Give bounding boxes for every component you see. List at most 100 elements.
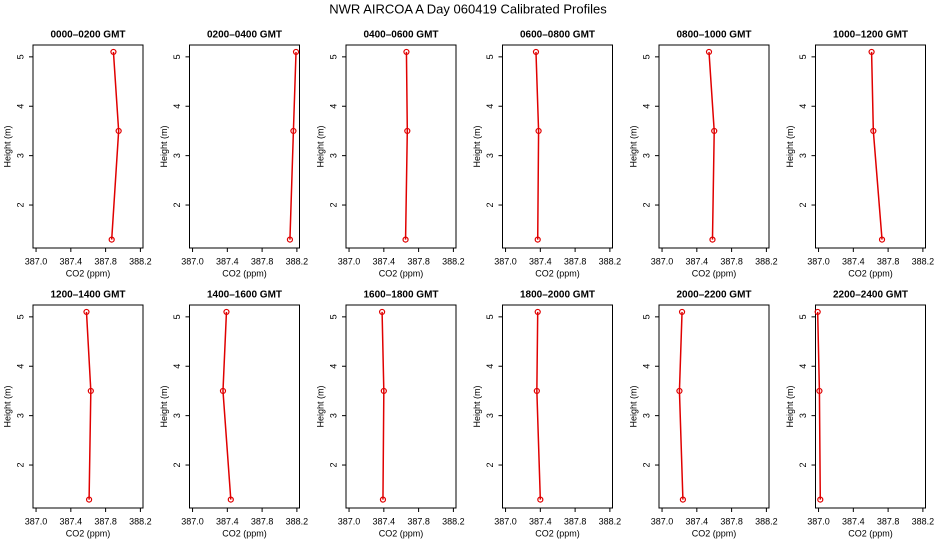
x-tick-label: 387.4 — [216, 516, 239, 526]
x-axis-label: CO2 (ppm) — [535, 268, 580, 278]
y-tick-label: 5 — [641, 54, 651, 59]
y-tick-label: 3 — [328, 153, 338, 158]
y-axis-label: Height (m) — [785, 385, 795, 427]
data-point — [378, 308, 386, 316]
y-tick-label: 2 — [328, 203, 338, 208]
y-tick-label: 5 — [798, 54, 808, 59]
x-tick-label: 387.8 — [877, 256, 900, 266]
y-axis-label: Height (m) — [628, 125, 638, 167]
x-tick-label: 387.4 — [842, 256, 865, 266]
x-tick-label: 387.0 — [651, 516, 674, 526]
x-tick-label: 387.4 — [686, 256, 709, 266]
x-tick-label: 387.8 — [251, 256, 274, 266]
x-tick-label: 388.2 — [755, 256, 778, 266]
y-tick-label: 2 — [15, 463, 25, 468]
y-tick-label: 4 — [798, 104, 808, 109]
x-tick-label: 388.2 — [912, 516, 935, 526]
data-point — [404, 127, 411, 135]
x-tick-label: 388.2 — [599, 516, 622, 526]
x-tick-label: 388.2 — [442, 516, 465, 526]
profile-line — [222, 311, 232, 500]
x-tick-label: 387.0 — [181, 516, 204, 526]
x-tick-label: 387.0 — [181, 256, 204, 266]
x-tick-label: 387.4 — [529, 516, 552, 526]
data-point — [83, 308, 90, 316]
data-point — [676, 387, 683, 395]
data-point — [814, 308, 821, 316]
x-tick-label: 387.0 — [338, 256, 361, 266]
y-tick-label: 2 — [798, 463, 808, 468]
data-point — [292, 48, 300, 56]
y-axis-label: Height (m) — [785, 125, 795, 167]
data-point — [535, 127, 542, 135]
x-tick-label: 388.2 — [599, 256, 622, 266]
data-point — [223, 308, 230, 316]
x-tick-label: 387.4 — [60, 256, 83, 266]
plot-frame — [815, 304, 926, 509]
x-tick-label: 387.8 — [877, 516, 900, 526]
data-point — [705, 48, 713, 56]
x-axis-label: CO2 (ppm) — [222, 268, 267, 278]
x-tick-label: 387.8 — [407, 256, 430, 266]
x-tick-label: 388.2 — [129, 256, 152, 266]
y-tick-label: 3 — [15, 153, 25, 158]
x-axis-label: CO2 (ppm) — [222, 528, 267, 538]
x-tick-label: 387.8 — [94, 516, 117, 526]
plot-frame — [32, 44, 144, 249]
data-point — [87, 387, 94, 395]
y-axis-label: Height (m) — [315, 125, 325, 167]
profile-line — [110, 51, 120, 240]
y-tick-label: 4 — [172, 104, 182, 109]
y-tick-label: 5 — [172, 314, 182, 319]
y-tick-label: 4 — [328, 104, 338, 109]
data-point — [108, 236, 115, 243]
plot-frame — [502, 44, 613, 249]
plot-frame — [658, 44, 770, 249]
x-tick-label: 387.0 — [25, 516, 48, 526]
x-axis-label: CO2 (ppm) — [848, 528, 893, 538]
data-point — [678, 308, 686, 316]
y-tick-label: 4 — [328, 364, 338, 369]
panel-title: 0200–0400 GMT — [207, 30, 282, 41]
y-tick-label: 3 — [172, 153, 182, 158]
y-tick-label: 5 — [328, 314, 338, 319]
y-axis-label: Height (m) — [2, 125, 12, 167]
data-point — [679, 496, 687, 503]
x-axis-label: CO2 (ppm) — [535, 528, 580, 538]
x-tick-label: 387.0 — [494, 516, 517, 526]
y-axis-label: Height (m) — [472, 125, 482, 167]
y-tick-label: 3 — [798, 153, 808, 158]
x-axis-label: CO2 (ppm) — [66, 528, 111, 538]
data-point — [115, 127, 122, 135]
x-tick-label: 388.2 — [912, 256, 935, 266]
x-axis-label: CO2 (ppm) — [379, 528, 424, 538]
y-tick-label: 2 — [485, 203, 495, 208]
y-axis-label: Height (m) — [159, 385, 169, 427]
panel-title: 1600–1800 GMT — [363, 290, 438, 301]
x-axis-label: CO2 (ppm) — [379, 268, 424, 278]
x-tick-label: 387.4 — [373, 256, 396, 266]
data-point — [290, 127, 297, 135]
y-tick-label: 5 — [641, 314, 651, 319]
y-tick-label: 2 — [641, 463, 651, 468]
data-point — [870, 127, 877, 135]
x-axis-label: CO2 (ppm) — [692, 528, 737, 538]
data-point — [402, 236, 409, 243]
x-tick-label: 387.4 — [842, 516, 865, 526]
y-tick-label: 2 — [172, 203, 182, 208]
profile-line — [816, 311, 822, 500]
y-tick-label: 3 — [798, 413, 808, 418]
x-tick-label: 387.0 — [338, 516, 361, 526]
panel-title: 1400–1600 GMT — [207, 290, 282, 301]
x-tick-label: 388.2 — [286, 516, 309, 526]
x-axis-label: CO2 (ppm) — [66, 268, 111, 278]
data-point — [711, 127, 718, 135]
panel-title: 0600–0800 GMT — [520, 30, 595, 41]
plot-frame — [502, 304, 613, 509]
y-tick-label: 2 — [328, 463, 338, 468]
data-point — [709, 236, 716, 243]
profile-line — [536, 311, 542, 500]
y-tick-label: 3 — [15, 413, 25, 418]
plot-frame — [658, 304, 770, 509]
